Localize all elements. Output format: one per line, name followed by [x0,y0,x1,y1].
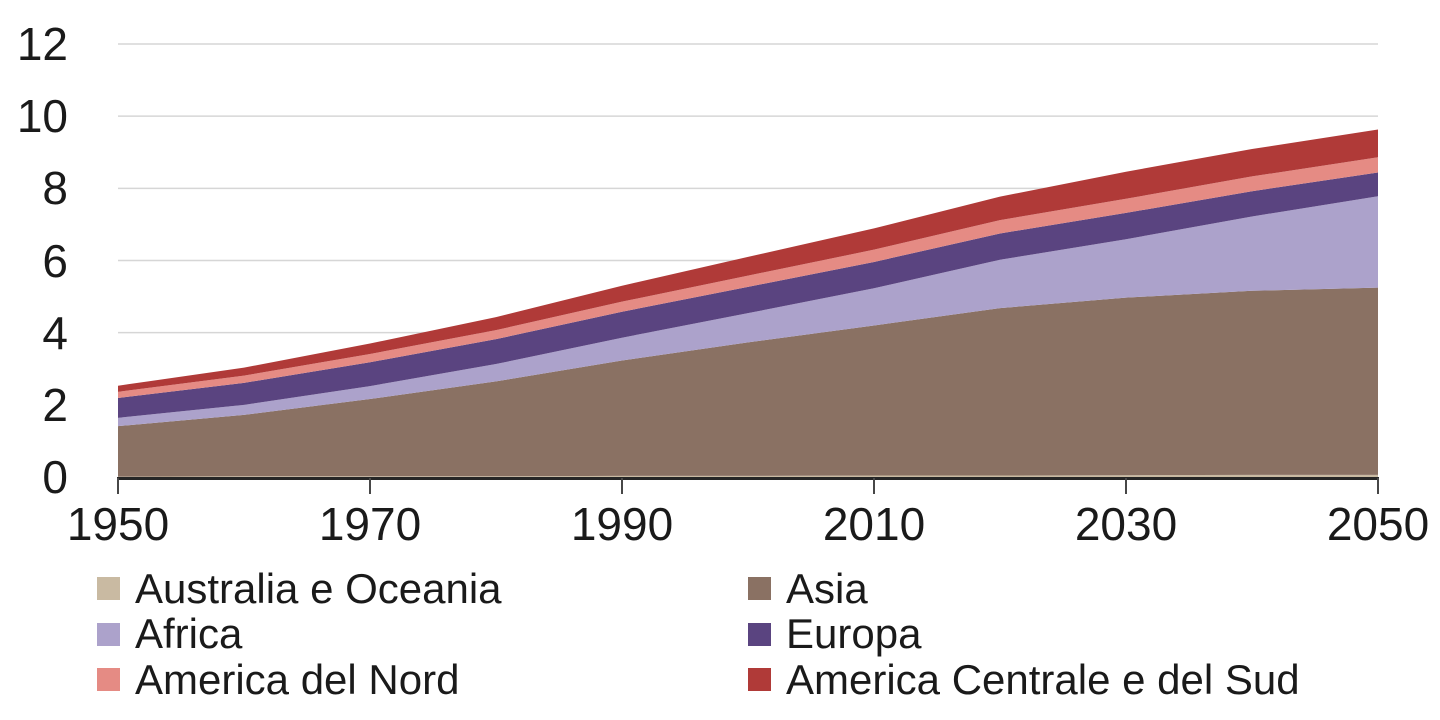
legend-item-europa: Europa [748,612,921,656]
legend-label: America Centrale e del Sud [786,655,1300,703]
legend-item-africa: Africa [97,612,748,656]
y-tick-label: 8 [42,162,68,215]
y-tick-label: 6 [42,234,68,287]
legend-swatch-africa [97,622,120,646]
legend-label: America del Nord [135,655,460,703]
legend-row: Africa Europa [97,612,1300,658]
legend-item-america-centrale-e-del-sud: America Centrale e del Sud [748,655,1300,703]
y-tick-label: 2 [42,378,68,431]
legend-row: Australia e Oceania Asia [97,566,1300,612]
legend: Australia e Oceania Asia Africa Europa Ameri… [97,566,1300,703]
legend-swatch-europa [748,622,771,646]
area-america-del-nord [118,157,1378,398]
legend-swatch-america-centrale-e-del-sud [748,668,771,692]
y-tick-label: 12 [16,18,68,70]
legend-row: America del Nord America Centrale e del S… [97,657,1300,703]
legend-swatch-australia-e-oceania [97,577,120,601]
x-tick-label: 1970 [318,498,422,550]
y-tick-label: 0 [42,451,68,503]
x-tick-label: 2030 [1074,498,1178,550]
x-axis [117,477,1379,494]
plot-area [117,43,1379,494]
y-tick-label: 10 [16,90,68,143]
legend-swatch-asia [748,577,771,601]
legend-item-america-del-nord: America del Nord [97,655,748,703]
legend-item-australia-e-oceania: Australia e Oceania [97,564,748,612]
legend-swatch-america-del-nord [97,668,120,692]
area-asia [118,287,1378,477]
x-tick-label: 2050 [1326,498,1430,550]
stacked-areas [118,129,1378,477]
area-europa [118,172,1378,418]
area-africa [118,196,1378,427]
area-america-centrale-e-del-sud [118,129,1378,392]
legend-label: Australia e Oceania [135,564,502,612]
legend-label: Europa [786,610,922,658]
legend-label: Asia [786,564,868,612]
legend-label: Africa [135,610,243,658]
x-tick-label: 2010 [822,498,926,550]
x-tick-label: 1950 [66,498,170,550]
y-tick-label: 4 [42,306,68,359]
legend-item-asia: Asia [748,564,868,612]
x-tick-label: 1990 [570,498,674,550]
